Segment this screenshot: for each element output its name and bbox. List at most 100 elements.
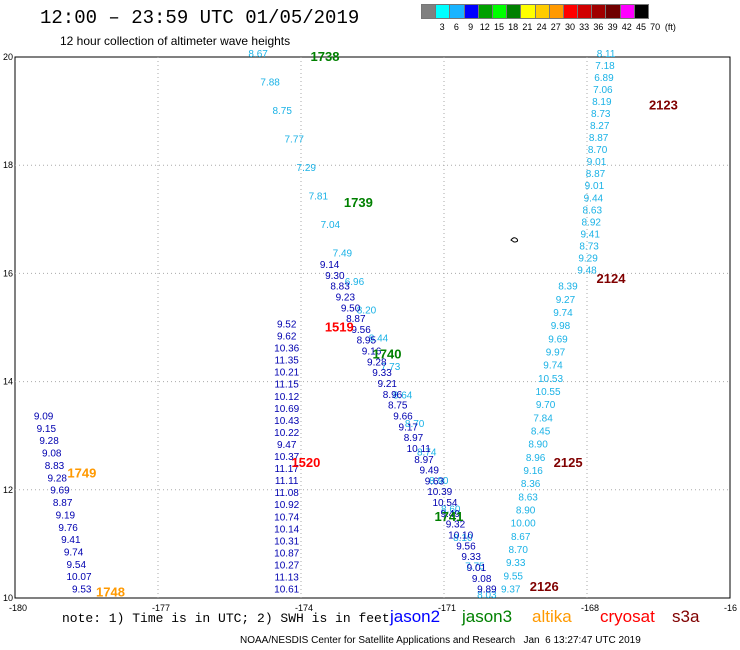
wave-height-value: 9.74 <box>553 308 573 319</box>
wave-height-value: 9.89 <box>477 585 497 596</box>
legend-label: 33 <box>579 22 590 32</box>
wave-height-value: 11.13 <box>275 573 300 584</box>
wave-height-value: 10.43 <box>274 416 299 427</box>
wave-height-value: 7.18 <box>595 61 615 72</box>
wave-height-value: 10.69 <box>274 404 299 415</box>
wave-height-value: 9.52 <box>277 320 297 331</box>
wave-height-value: 10.39 <box>427 487 452 498</box>
wave-height-value: 7.04 <box>321 220 341 231</box>
pass-time-label: 1519 <box>325 320 354 335</box>
wave-height-value: 9.29 <box>578 253 598 264</box>
legend-label: 12 <box>479 22 490 32</box>
wave-height-value: 7.84 <box>533 413 553 424</box>
x-tick-label: -180 <box>9 603 27 613</box>
wave-height-value: 10.53 <box>538 374 563 385</box>
wave-height-value: 8.87 <box>346 314 366 325</box>
legend-cryosat: cryosat <box>600 607 655 626</box>
wave-height-value: 9.28 <box>39 436 59 447</box>
wave-height-value: 9.28 <box>47 473 67 484</box>
wave-height-value: 9.97 <box>546 347 566 358</box>
wave-height-value: 11.35 <box>275 356 300 367</box>
wave-height-value: 9.01 <box>587 157 607 168</box>
wave-height-value: 8.75 <box>272 106 292 117</box>
wave-height-value: 9.15 <box>37 424 57 435</box>
wave-height-value: 9.69 <box>548 334 568 345</box>
y-tick-label: 14 <box>3 377 13 387</box>
wave-height-value: 10.07 <box>66 572 91 583</box>
legend-labels: 3 6 9 12 15 18 21 24 27 30 33 36 39 42 45 70 (ft) <box>421 19 676 33</box>
wave-height-value: 9.76 <box>58 523 78 534</box>
wave-height-value: 7.29 <box>297 163 317 174</box>
legend-label: 70 <box>650 22 661 32</box>
legend-label: 42 <box>621 22 632 32</box>
wave-height-value: 10.00 <box>511 519 536 530</box>
wave-height-value: 8.03 <box>477 590 497 601</box>
wave-height-value: 8.36 <box>521 479 541 490</box>
legend-label: 27 <box>550 22 561 32</box>
wave-height-value: 9.01 <box>467 563 487 574</box>
wave-height-value: 11.15 <box>275 380 300 391</box>
wave-height-value: 9.33 <box>372 368 392 379</box>
x-tick-label: -177 <box>152 603 170 613</box>
wave-height-value: 10.27 <box>274 560 299 571</box>
y-tick-label: 10 <box>3 593 13 603</box>
legend-label: 36 <box>593 22 604 32</box>
wave-height-value: 8.92 <box>582 217 602 228</box>
wave-height-value: 9.30 <box>325 271 345 282</box>
wave-height-value: 8.10 <box>453 533 473 544</box>
wave-height-value: 9.63 <box>425 476 445 487</box>
wave-height-value: 8.90 <box>516 506 536 517</box>
y-tick-label: 18 <box>3 160 13 170</box>
pass-time-label: 2123 <box>649 98 678 113</box>
wave-height-value: 9.08 <box>42 449 62 460</box>
wave-height-value: 9.62 <box>277 332 297 343</box>
y-tick-label: 16 <box>3 268 13 278</box>
wave-height-value: 8.87 <box>53 498 73 509</box>
legend-label: 15 <box>493 22 505 32</box>
wave-height-value: 7.75 <box>465 562 485 573</box>
legend-swatches <box>421 4 649 19</box>
x-tick-label: -174 <box>295 603 313 613</box>
wave-height-value: 9.48 <box>577 265 597 276</box>
legend-jason2: jason2 <box>390 607 441 626</box>
wave-height-value: 7.88 <box>260 77 280 88</box>
wave-height-value: 7.77 <box>284 134 304 145</box>
wave-height-value: 9.53 <box>72 585 92 596</box>
wave-height-value: 8.73 <box>579 241 599 252</box>
legend-label: 3 <box>439 22 445 32</box>
map-frame <box>14 56 731 599</box>
wave-height-value: 10.10 <box>448 530 473 541</box>
wave-height-value: 9.47 <box>277 440 297 451</box>
wave-height-value: 8.60 <box>441 505 461 516</box>
wave-height-value: 9.41 <box>580 229 600 240</box>
wave-height-value: 9.55 <box>503 571 523 582</box>
wave-height-value: 8.63 <box>583 205 603 216</box>
wave-height-value: 9.17 <box>399 422 419 433</box>
wave-height-value: 9.28 <box>367 357 387 368</box>
wave-height-value: 9.09 <box>34 411 54 422</box>
pass-time-label: 2124 <box>597 271 627 286</box>
pass-time-label: 1749 <box>67 466 96 481</box>
wave-height-value: 8.73 <box>591 109 611 120</box>
legend-label: 45 <box>635 22 647 32</box>
wave-height-value: 9.19 <box>56 510 76 521</box>
pass-time-label: 1748 <box>96 585 125 600</box>
wave-height-value: 8.11 <box>597 49 616 60</box>
wave-height-value: 8.44 <box>369 334 389 345</box>
wave-height-value: 8.75 <box>388 401 408 412</box>
wave-height-value: 9.16 <box>523 466 543 477</box>
wave-height-value: 8.95 <box>357 336 377 347</box>
wave-height-value: 9.56 <box>351 325 371 336</box>
wave-height-value: 10.74 <box>274 512 299 523</box>
wave-height-value: 10.14 <box>274 524 299 535</box>
wave-height-value: 9.08 <box>472 574 492 585</box>
wave-height-value: 8.63 <box>518 492 538 503</box>
legend-unit: (ft) <box>664 22 676 32</box>
wave-height-value: 8.90 <box>429 476 449 487</box>
color-legend: 3 6 9 12 15 18 21 24 27 30 33 36 39 42 45 70 (ft) <box>421 4 676 33</box>
wave-height-value: 9.37 <box>501 585 521 596</box>
pass-time-label: 1739 <box>344 195 373 210</box>
y-tick-label: 12 <box>3 485 13 495</box>
wave-height-value: 8.96 <box>383 390 403 401</box>
x-tick-label: -171 <box>438 603 456 613</box>
